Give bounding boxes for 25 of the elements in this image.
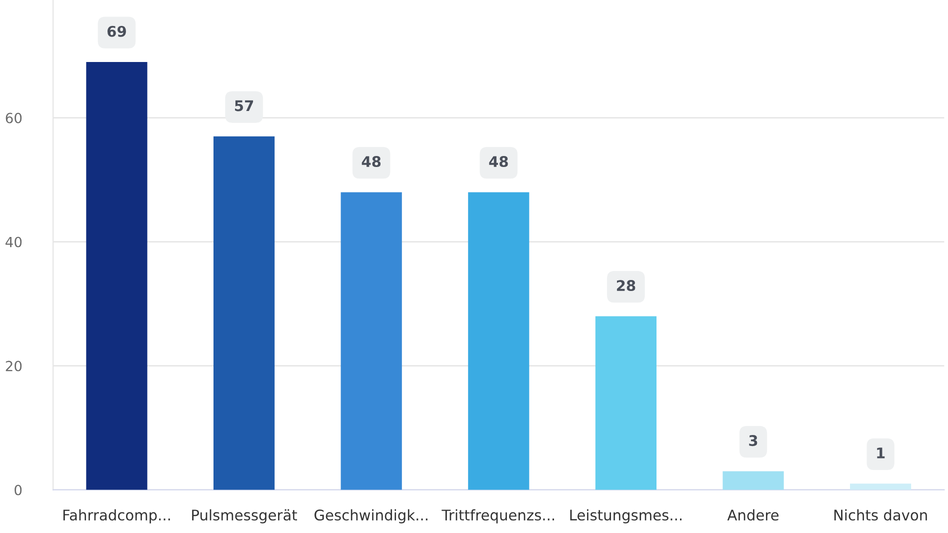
x-tick-label: Nichts davon [834,509,927,521]
data-label: 57 [235,100,254,112]
data-label: 3 [749,435,758,446]
data-label: 28 [616,280,636,292]
data-label: 1 [877,448,885,458]
y-tick-label: 60 [6,112,22,124]
data-label: 48 [489,156,508,168]
x-tick-label: Andere [727,509,779,521]
bar [213,136,275,490]
x-tick-label: Geschwindigk... [314,509,428,524]
x-tick-label: Trittfrequenzs... [442,509,554,524]
x-tick-label: Fahrradcomp... [63,509,170,524]
y-tick-label: 0 [14,484,22,496]
bar [468,192,530,490]
x-tick-label: Leistungsmes... [570,509,682,524]
bar [595,316,657,490]
bar [722,471,784,490]
bar [850,484,912,490]
x-tick-label: Pulsmessgerät [192,509,298,524]
data-label: 69 [107,26,126,37]
data-label: 48 [362,156,381,168]
y-tick-label: 40 [6,236,22,248]
bar [340,192,402,490]
y-tick-label: 20 [6,360,22,372]
bar [86,62,148,490]
